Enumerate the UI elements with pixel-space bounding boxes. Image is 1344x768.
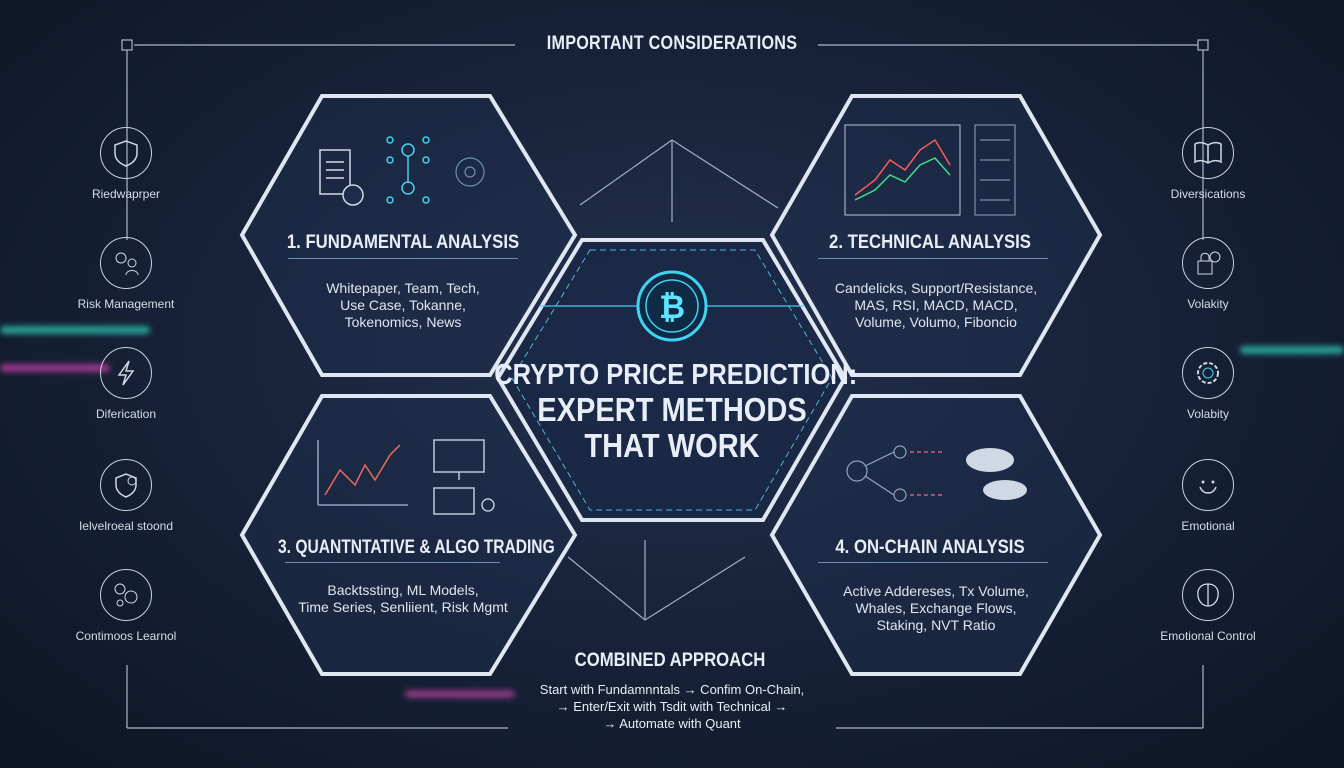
section-title-technical: 2. TECHNICAL ANALYSIS — [829, 232, 1031, 253]
bg-streak-magenta — [0, 364, 110, 372]
line-chart-icon — [317, 440, 408, 506]
lightning-icon — [100, 347, 152, 399]
section-title-fundamental: 1. FUNDAMENTAL ANALYSIS — [286, 232, 520, 253]
sidebar-item-right-4: Emotional — [1138, 459, 1278, 533]
book-icon — [1182, 127, 1234, 179]
whale-icon — [966, 448, 1027, 500]
robot-arm-icon — [433, 487, 495, 515]
network-icon — [386, 136, 430, 204]
main-title-line3: THAT WORK — [584, 427, 760, 464]
sidebar-item-left-3: Diferication — [56, 347, 196, 421]
divider — [285, 562, 500, 563]
bg-streak-teal-right — [1240, 346, 1344, 354]
divider — [288, 258, 518, 259]
hex-quant — [239, 394, 578, 676]
people-icon — [100, 237, 152, 289]
page-heading: IMPORTANT CONSIDERATIONS — [546, 33, 798, 54]
document-icon — [319, 149, 364, 206]
sidebar-item-right-1: Diversications — [1138, 127, 1278, 201]
combined-approach-body: Start with Fundamnntals → Confim On-Chai… — [539, 682, 805, 731]
section-title-onchain: 4. ON-CHAIN ANALYSIS — [835, 537, 1025, 558]
gear-icon — [1182, 347, 1234, 399]
bg-streak-magenta-bottom — [405, 690, 515, 698]
hex-onchain — [769, 394, 1103, 676]
brain-icon — [1182, 569, 1234, 621]
smile-icon — [1182, 459, 1234, 511]
sidebar-item-right-5: Emotional Control — [1138, 569, 1278, 643]
node-flow-icon — [846, 445, 945, 502]
lock-icon — [1182, 237, 1234, 289]
bg-streak-teal — [0, 326, 150, 334]
sidebar-item-left-1: Riedwaprper — [56, 127, 196, 201]
indicator-panel-icon — [974, 124, 1016, 216]
shield-chart-icon — [100, 459, 152, 511]
svg-text:₿: ₿ — [659, 288, 685, 326]
main-title: CRYPTO PRICE PREDICTION: EXPERT METHODS … — [494, 358, 858, 464]
bitcoin-icon: ₿ — [636, 270, 708, 342]
divider — [818, 562, 1048, 563]
sidebar-item-right-2: Volakity — [1138, 237, 1278, 311]
hex-technical — [769, 94, 1103, 377]
section-body-fundamental: Whitepaper, Team, Tech, Use Case, Tokann… — [326, 280, 480, 330]
hex-fundamental — [239, 94, 578, 377]
monitor-code-icon — [433, 439, 485, 480]
main-title-line2: EXPERT METHODS — [537, 391, 807, 428]
main-title-line1: CRYPTO PRICE PREDICTION: — [494, 359, 858, 391]
section-body-quant: Backtssting, ML Models, Time Series, Sen… — [298, 582, 508, 615]
section-body-technical: Candelicks, Support/Resistance, MAS, RSI… — [834, 280, 1038, 330]
candlestick-chart-icon — [844, 124, 961, 216]
shield-icon — [100, 127, 152, 179]
section-title-quant: 3. QUANTNTATIVE & ALGO TRADING — [278, 537, 555, 558]
combined-approach-title: COMBINED APPROACH — [574, 650, 766, 671]
learning-icon — [100, 569, 152, 621]
sidebar-item-left-2: Risk Management — [56, 237, 196, 311]
sidebar-item-left-4: Ielvelroeal stoond — [56, 459, 196, 533]
sidebar-item-right-3: Volabity — [1138, 347, 1278, 421]
sidebar-item-left-5: Contimoos Learnol — [56, 569, 196, 643]
divider — [818, 258, 1048, 259]
section-body-onchain: Active Addereses, Tx Volume, Whales, Exc… — [843, 583, 1029, 633]
circuit-icon — [455, 157, 485, 187]
hex-center — [495, 238, 848, 522]
